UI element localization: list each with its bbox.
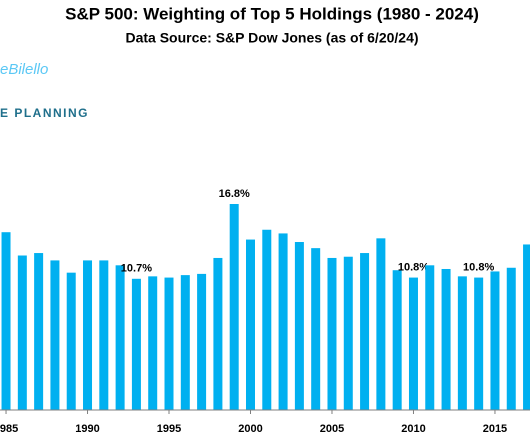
bar <box>441 268 451 410</box>
bar <box>131 278 141 410</box>
x-tick-label: 2010 <box>401 423 425 435</box>
x-tick-label: 2015 <box>483 423 507 435</box>
bar <box>376 238 386 410</box>
x-tick-label: 1990 <box>75 423 99 435</box>
bar <box>1 232 11 410</box>
data-label: 10.8% <box>398 261 429 273</box>
bar <box>360 253 370 410</box>
bar <box>66 272 76 410</box>
data-label: 10.8% <box>463 261 494 273</box>
data-label: 16.8% <box>219 188 250 200</box>
bar <box>229 204 239 410</box>
x-tick-label: 1985 <box>0 423 18 435</box>
bar <box>83 260 93 410</box>
bar <box>17 255 27 410</box>
bar <box>50 260 60 410</box>
chart-subtitle: Data Source: S&P Dow Jones (as of 6/20/2… <box>125 30 418 46</box>
bar <box>34 253 44 410</box>
x-tick-label: 2000 <box>238 423 262 435</box>
bar <box>506 267 516 410</box>
bar <box>148 276 158 410</box>
bar <box>311 248 321 410</box>
bar <box>180 275 190 410</box>
bar <box>474 277 484 410</box>
bar <box>197 273 207 410</box>
x-tick-label: 1995 <box>157 423 181 435</box>
data-label: 10.7% <box>121 263 152 275</box>
bar <box>164 277 174 410</box>
bar <box>327 257 337 410</box>
bar <box>457 276 467 410</box>
bar <box>278 233 288 410</box>
bar <box>343 256 353 410</box>
bar <box>425 265 435 410</box>
bar <box>294 242 304 410</box>
bar <box>262 229 272 410</box>
bar <box>490 271 500 410</box>
bar <box>99 260 109 410</box>
bar <box>523 244 530 410</box>
watermark: E PLANNING <box>0 106 89 120</box>
x-tick-label: 2005 <box>320 423 344 435</box>
watermark: eBilello <box>0 61 48 78</box>
bar <box>213 257 223 410</box>
chart-title: S&P 500: Weighting of Top 5 Holdings (19… <box>65 4 479 23</box>
bar <box>245 239 255 410</box>
bar <box>115 265 125 410</box>
bar <box>392 270 402 410</box>
bar <box>408 277 418 410</box>
